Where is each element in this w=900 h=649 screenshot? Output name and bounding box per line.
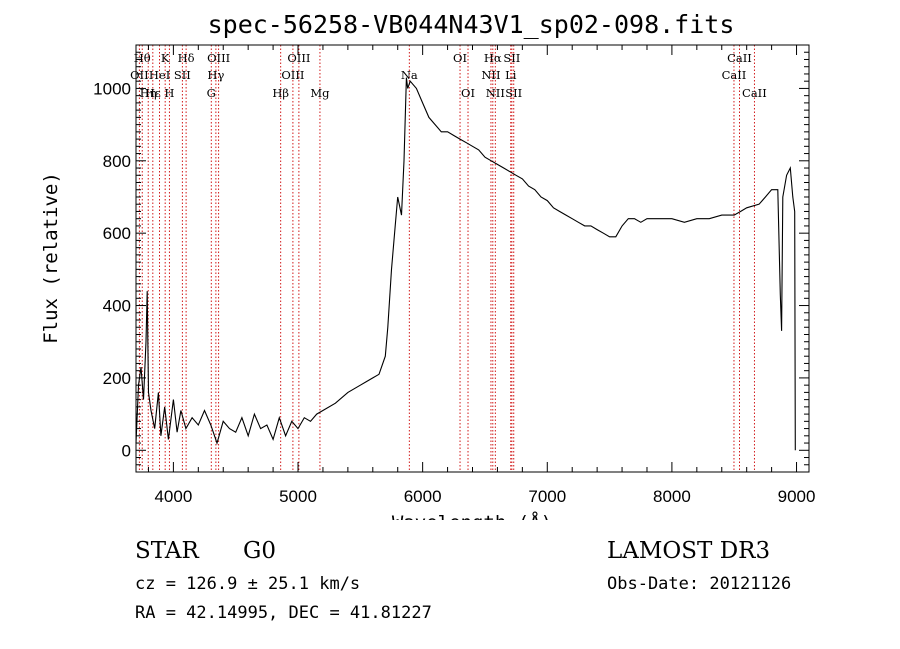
line-label-9: G xyxy=(207,86,216,100)
line-label-22: Li xyxy=(505,68,517,82)
object-subclass: G0 xyxy=(243,538,277,564)
y-axis-ticks: 0 200 400 600 800 1000 xyxy=(93,51,809,466)
x-axis-ticks: 4000 5000 6000 7000 8000 9000 xyxy=(147,45,816,506)
plot-frame xyxy=(135,44,810,473)
flux-series-line xyxy=(135,77,796,451)
line-label-19: NII xyxy=(481,68,500,82)
line-label-20: Hα xyxy=(484,51,502,65)
line-label-23: SII xyxy=(503,51,520,65)
line-label-1: Hθ xyxy=(134,51,151,65)
line-label-25: CaII xyxy=(722,68,747,82)
line-label-10: Hγ xyxy=(207,68,224,82)
spectrum-chart: spec-56258-VB044N43V1_sp02-098.fits OIIH… xyxy=(40,10,816,520)
line-label-26: CaII xyxy=(727,51,752,65)
line-label-24: SII xyxy=(505,86,522,100)
y-axis-label: Flux (relative) xyxy=(40,172,62,344)
line-label-11: OIII xyxy=(207,51,230,65)
line-label-12: Hβ xyxy=(272,86,289,100)
line-label-4: HeI xyxy=(149,68,170,82)
x-tick-label-4: 8000 xyxy=(653,487,691,506)
y-tick-label-1: 200 xyxy=(103,369,131,388)
x-axis-label: Wavelength (Å) xyxy=(392,511,552,520)
redshift-velocity: cz = 126.9 ± 25.1 km/s xyxy=(135,574,361,594)
x-tick-label-3: 7000 xyxy=(528,487,566,506)
x-tick-label-5: 9000 xyxy=(778,487,816,506)
line-label-8: Hδ xyxy=(178,51,195,65)
line-label-21: NII xyxy=(486,86,505,100)
line-label-13: OIII xyxy=(281,68,304,82)
spectral-line-markers xyxy=(138,45,755,472)
line-label-15: Mg xyxy=(310,86,330,100)
observation-date: Obs-Date: 20121126 xyxy=(607,574,792,594)
line-label-18: OI xyxy=(461,86,475,100)
line-label-0: OII xyxy=(130,68,149,82)
y-tick-label-5: 1000 xyxy=(93,79,131,98)
x-tick-label-1: 5000 xyxy=(279,487,317,506)
line-label-14: OIII xyxy=(287,51,310,65)
line-label-17: OI xyxy=(453,51,467,65)
survey-name: LAMOST DR3 xyxy=(607,538,771,564)
chart-title: spec-56258-VB044N43V1_sp02-098.fits xyxy=(208,10,735,39)
line-label-6: H xyxy=(164,86,174,100)
sky-coordinates: RA = 42.14995, DEC = 41.81227 xyxy=(135,603,432,623)
object-class: STAR xyxy=(135,538,199,564)
line-label-7: SII xyxy=(174,68,191,82)
x-tick-label-2: 6000 xyxy=(404,487,442,506)
line-label-2: Hη xyxy=(140,86,157,100)
y-tick-label-3: 600 xyxy=(103,224,131,243)
y-tick-label-2: 400 xyxy=(103,297,131,316)
x-tick-label-0: 4000 xyxy=(154,487,192,506)
y-tick-label-0: 0 xyxy=(122,441,131,460)
line-label-16: Na xyxy=(401,68,418,82)
y-tick-label-4: 800 xyxy=(103,152,131,171)
spectral-line-labels: OIIHθHηHεHeIKHSIIHδGHγOIIIHβOIIIOIIIMgNa… xyxy=(130,51,767,100)
line-label-3: Hε xyxy=(145,86,161,100)
line-label-27: CaII xyxy=(742,86,767,100)
line-label-5: K xyxy=(161,51,170,65)
